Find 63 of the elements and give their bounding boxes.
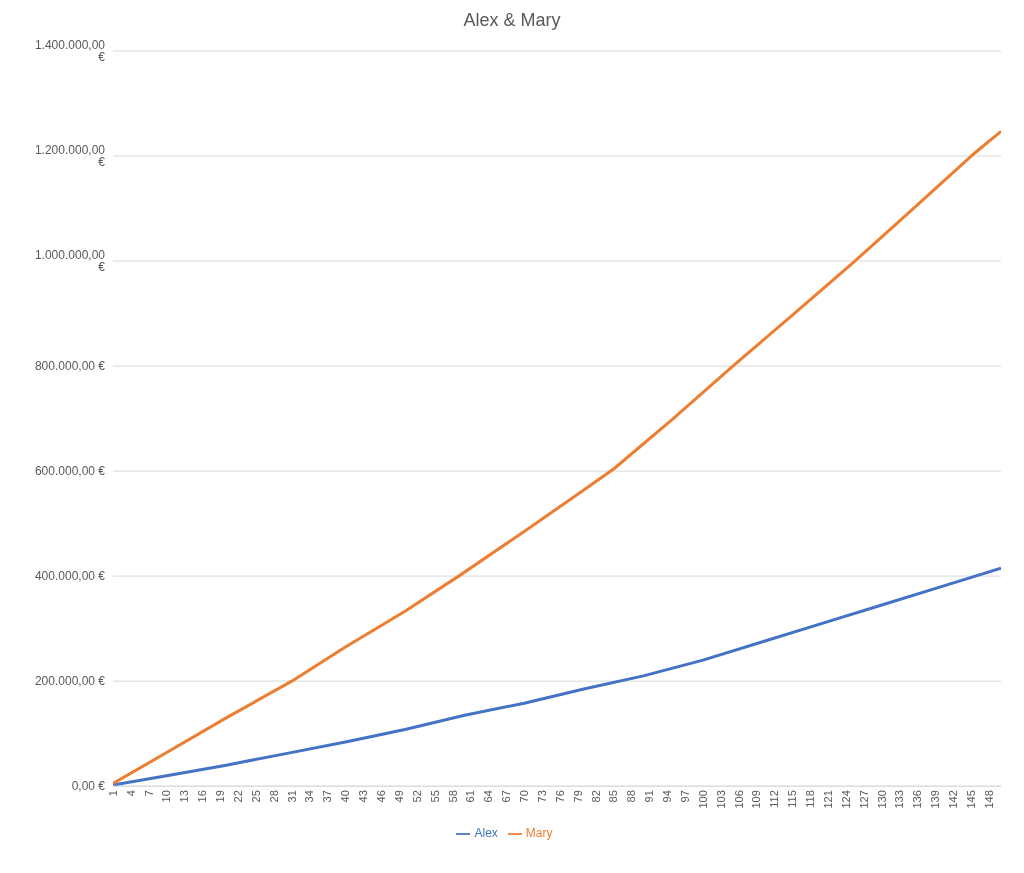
x-tick-label: 94 [661,790,674,803]
x-tick-label: 22 [231,790,244,803]
y-tick-label: 1.400.000,00 € [34,38,106,65]
x-tick-label: 1 [106,790,119,797]
x-tick-label: 127 [857,790,870,809]
y-tick-label: 0,00 € [71,779,106,794]
line-series [113,129,1001,786]
x-tick-label: 73 [535,790,548,803]
x-tick-label: 139 [929,790,942,809]
y-tick-label: 800.000,00 € [34,359,106,374]
x-tick-label: 10 [160,790,173,803]
x-tick-label: 34 [303,790,316,803]
y-tick-label: 600.000,00 € [34,464,106,479]
x-tick-label: 58 [446,790,459,803]
x-tick-label: 4 [124,790,137,797]
x-tick-label: 91 [643,790,656,803]
x-tick-label: 55 [428,790,441,803]
x-tick-label: 130 [875,790,888,809]
x-tick-label: 64 [482,790,495,803]
y-tick-label: 1.000.000,00 € [34,248,106,275]
x-tick-label: 97 [678,790,691,803]
x-tick-label: 100 [696,790,709,809]
line-series [113,566,1001,787]
chart-title: Alex & Mary [462,10,562,31]
x-tick-label: 70 [518,790,531,803]
x-tick-label: 103 [714,790,727,809]
x-tick-label: 37 [321,790,334,803]
y-tick-label: 1.200.000,00 € [34,143,106,170]
x-tick-label: 79 [571,790,584,803]
x-tick-label: 13 [178,790,191,803]
x-tick-label: 115 [786,790,799,808]
y-tick-label: 400.000,00 € [34,569,106,584]
x-tick-label: 106 [732,790,745,809]
x-tick-label: 124 [839,790,852,809]
x-tick-label: 43 [357,790,370,803]
legend-label: Alex [474,826,498,841]
x-tick-label: 19 [214,790,227,803]
x-tick-label: 133 [893,790,906,809]
x-tick-label: 52 [410,790,423,803]
y-tick-label: 200.000,00 € [34,674,106,689]
x-tick-label: 76 [553,790,566,803]
x-tick-label: 31 [285,790,298,803]
x-tick-label: 61 [464,790,477,803]
x-tick-label: 46 [375,790,387,803]
x-tick-label: 142 [947,790,960,809]
x-tick-label: 49 [392,790,405,803]
x-tick-label: 109 [750,790,763,809]
x-tick-label: 136 [911,790,924,809]
x-tick-label: 118 [804,790,817,808]
x-tick-label: 25 [249,790,262,803]
legend-label: Mary [525,826,553,841]
x-tick-label: 82 [589,790,602,803]
x-tick-label: 16 [196,790,209,803]
x-tick-label: 28 [267,790,280,803]
x-tick-label: 121 [821,790,834,809]
x-tick-label: 148 [982,790,995,809]
x-tick-label: 85 [607,790,620,803]
x-tick-label: 112 [768,790,781,808]
x-tick-label: 88 [625,790,638,803]
x-tick-label: 67 [500,790,513,803]
x-tick-label: 40 [339,790,352,803]
x-tick-label: 145 [965,790,978,809]
x-tick-label: 7 [142,790,155,797]
